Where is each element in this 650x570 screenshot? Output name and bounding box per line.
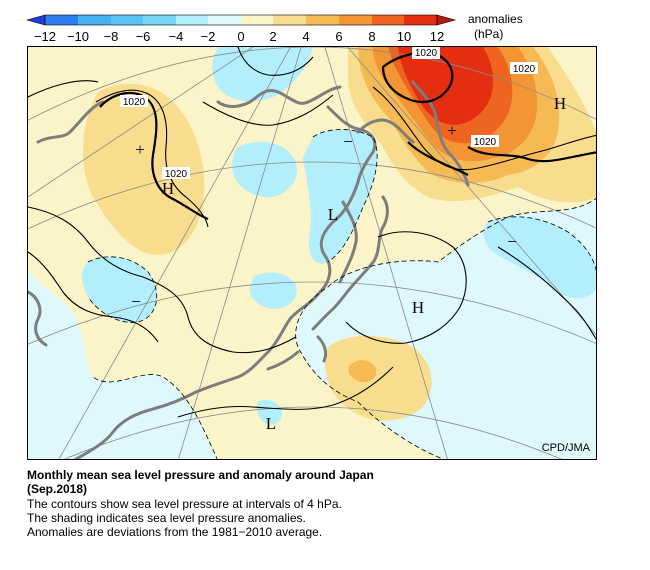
anomaly-region-west-low [82, 256, 157, 323]
colorbar-bin [339, 15, 372, 25]
isobar-label: 1020 [474, 137, 497, 148]
isobar-label: 1020 [123, 97, 146, 108]
colorbar-tick: −8 [104, 29, 119, 44]
isobar-label: 1020 [415, 48, 438, 59]
colorbar-bin [208, 15, 241, 25]
colorbar-tick: 2 [269, 29, 276, 44]
caption-title-date: (Sep.2018) [27, 482, 88, 496]
colorbar-bin [372, 15, 404, 25]
high-center-east: H [554, 94, 566, 113]
colorbar-bin [143, 15, 176, 25]
low-center-south: L [266, 414, 276, 433]
high-center-pacific: H [412, 298, 424, 317]
colorbar-tick: −4 [169, 29, 184, 44]
isobar-1020-west [99, 91, 209, 221]
colorbar-bin [404, 15, 437, 25]
colorbar-tick: 6 [335, 29, 342, 44]
high-center-west: H [162, 179, 174, 198]
anomaly-region-west-high [83, 83, 205, 255]
colorbar-bin [306, 15, 339, 25]
isobar-label: 1020 [165, 169, 188, 180]
colorbar-arrow-high [436, 14, 457, 26]
negative-anomaly-center: − [507, 232, 517, 251]
colorbar-tick: −6 [136, 29, 151, 44]
negative-anomaly-center: − [343, 132, 353, 151]
caption-line: The shading indicates sea level pressure… [27, 511, 306, 525]
pressure-anomaly-map: 1020 1020 1020 1020 1020 H H H L L + + −… [27, 46, 597, 460]
anomaly-colorbar: −12 −10 −8 −6 −4 −2 0 2 4 6 8 10 12 anom… [25, 12, 523, 44]
colorbar-unit: (hPa) [474, 27, 503, 41]
isobars [28, 47, 596, 418]
low-center-korea: L [328, 205, 338, 224]
positive-anomaly-center: + [135, 140, 145, 159]
colorbar-tick: −12 [34, 29, 56, 44]
colorbar-tick: 0 [237, 29, 244, 44]
anomaly-contours [87, 129, 596, 459]
positive-anomaly-center: + [447, 121, 457, 140]
anomaly-region-korea-low [303, 129, 378, 264]
colorbar-tick: 12 [430, 29, 444, 44]
colorbar-arrow-low [25, 14, 46, 26]
colorbar-bin [241, 15, 273, 25]
colorbar-tick: −10 [67, 29, 89, 44]
caption-line: Anomalies are deviations from the 1981−2… [27, 525, 323, 539]
colorbar-bin [78, 15, 111, 25]
colorbar-bin [273, 15, 306, 25]
caption-title: Monthly mean sea level pressure and anom… [27, 468, 374, 482]
map-credit: CPD/JMA [542, 442, 591, 454]
colorbar-tick: −2 [201, 29, 216, 44]
colorbar-bin [176, 15, 208, 25]
coastlines [28, 80, 470, 459]
colorbar-tick: 10 [397, 29, 411, 44]
colorbar-tick: 4 [302, 29, 309, 44]
caption-line: The contours show sea level pressure at … [27, 497, 342, 511]
colorbar-bin [111, 15, 143, 25]
colorbar-tick: 8 [368, 29, 375, 44]
colorbar-bin [45, 15, 78, 25]
colorbar-label: anomalies [468, 12, 523, 26]
negative-anomaly-center: − [131, 292, 141, 311]
isobar-label: 1020 [513, 64, 536, 75]
